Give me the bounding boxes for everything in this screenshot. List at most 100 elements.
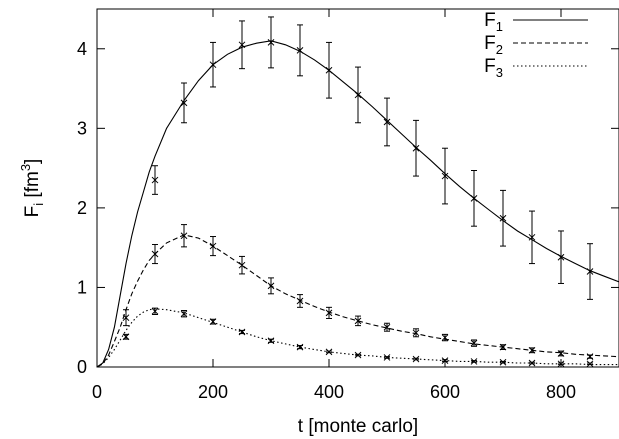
- series-f3-point: [209, 318, 217, 326]
- y-axis-title-sub: i: [31, 203, 46, 206]
- series-f2-point: [354, 315, 362, 327]
- series-f1-line: [96, 40, 619, 368]
- series-f3-point: [412, 355, 420, 363]
- data-marker: [528, 359, 536, 367]
- data-marker: [296, 343, 304, 351]
- data-marker: [441, 172, 449, 180]
- data-marker: [528, 233, 536, 241]
- data-marker: [383, 118, 391, 126]
- y-tick-label: 3: [77, 118, 87, 138]
- series-f3-point: [238, 328, 246, 336]
- data-marker: [267, 39, 275, 46]
- data-marker: [441, 357, 449, 364]
- series-f3-point: [528, 359, 536, 367]
- series-f3-point: [354, 351, 362, 359]
- series-f2: [96, 224, 619, 368]
- legend-label-main: F: [484, 56, 496, 77]
- x-tick-label: 800: [546, 382, 576, 402]
- data-marker: [412, 355, 420, 363]
- series-f3-point: [122, 333, 130, 341]
- data-marker: [557, 253, 565, 261]
- data-marker: [586, 268, 594, 275]
- series-f1-point: [586, 243, 594, 300]
- data-marker: [470, 358, 478, 365]
- y-tick-label: 2: [77, 198, 87, 218]
- series-f3-point: [383, 354, 391, 361]
- y-axis-title-unit-exponent: 3: [18, 164, 33, 171]
- data-marker: [180, 232, 188, 240]
- plot-frame: [96, 8, 619, 368]
- data-marker: [383, 354, 391, 361]
- data-marker: [470, 339, 478, 347]
- y-axis-title: Fi [fm3]: [18, 159, 46, 218]
- series-f3-point: [499, 358, 507, 366]
- data-marker: [441, 334, 449, 341]
- data-marker: [528, 346, 536, 354]
- x-axis-title: t [monte carlo]: [298, 416, 418, 437]
- data-marker: [325, 309, 333, 317]
- data-marker: [267, 337, 275, 345]
- series-layer: [96, 16, 619, 368]
- series-f3-point: [180, 310, 188, 318]
- data-marker: [180, 310, 188, 318]
- series-f1-point: [238, 20, 246, 70]
- data-marker: [499, 358, 507, 366]
- series-f2-line: [96, 234, 619, 368]
- data-marker: [238, 261, 246, 269]
- data-marker: [209, 242, 217, 250]
- y-tick-label: 4: [77, 39, 87, 59]
- x-tick-label: 0: [92, 382, 102, 402]
- series-f2-point: [209, 236, 217, 257]
- series-f1-point: [354, 66, 362, 124]
- data-marker: [209, 318, 217, 326]
- series-f1-point: [499, 189, 507, 247]
- series-f2-point: [325, 306, 333, 319]
- series-f1: [96, 16, 619, 368]
- data-marker: [151, 307, 159, 315]
- x-tick-label: 600: [430, 382, 460, 402]
- data-marker: [383, 323, 391, 331]
- x-tick-label: 400: [314, 382, 344, 402]
- y-axis-title-main: F: [22, 206, 43, 218]
- series-f2-point: [180, 224, 188, 248]
- y-axis-title-unit-close: ]: [22, 159, 43, 164]
- y-tick-label: 1: [77, 277, 87, 297]
- data-marker: [296, 297, 304, 305]
- series-f2-point: [470, 339, 478, 347]
- data-marker: [267, 282, 275, 290]
- series-f3-point: [557, 360, 565, 368]
- data-marker: [325, 66, 333, 74]
- series-f1-point: [209, 41, 217, 88]
- y-axis-ticks: 0 1 2 3 4: [77, 39, 619, 377]
- data-marker: [296, 47, 304, 54]
- x-axis-ticks: 0 200 400 600 800: [92, 9, 576, 402]
- series-f3-point: [441, 357, 449, 364]
- series-f1-point: [470, 169, 478, 227]
- series-f3-point: [470, 358, 478, 365]
- series-f2-point: [383, 322, 391, 332]
- series-f1-point: [557, 230, 565, 284]
- series-f2-point: [238, 255, 246, 275]
- series-f1-point: [383, 97, 391, 147]
- y-tick-label: 0: [77, 357, 87, 377]
- series-f3-point: [151, 307, 159, 315]
- series-f1-point: [180, 82, 188, 124]
- series-f1-point: [441, 147, 449, 205]
- data-marker: [557, 360, 565, 368]
- series-f1-point: [296, 24, 304, 77]
- legend-label-f1: F1: [484, 10, 503, 34]
- series-f3-point: [267, 337, 275, 345]
- series-f2-point: [586, 353, 594, 361]
- data-marker: [180, 99, 188, 107]
- data-marker: [354, 351, 362, 359]
- data-marker: [151, 176, 159, 184]
- data-marker: [122, 333, 130, 341]
- data-marker: [325, 348, 333, 356]
- legend-label-f3: F3: [484, 56, 503, 80]
- y-axis-title-unit: [fm: [22, 171, 43, 203]
- data-marker: [122, 314, 130, 322]
- data-marker: [238, 328, 246, 336]
- series-f1-point: [267, 16, 275, 69]
- data-marker: [238, 41, 246, 49]
